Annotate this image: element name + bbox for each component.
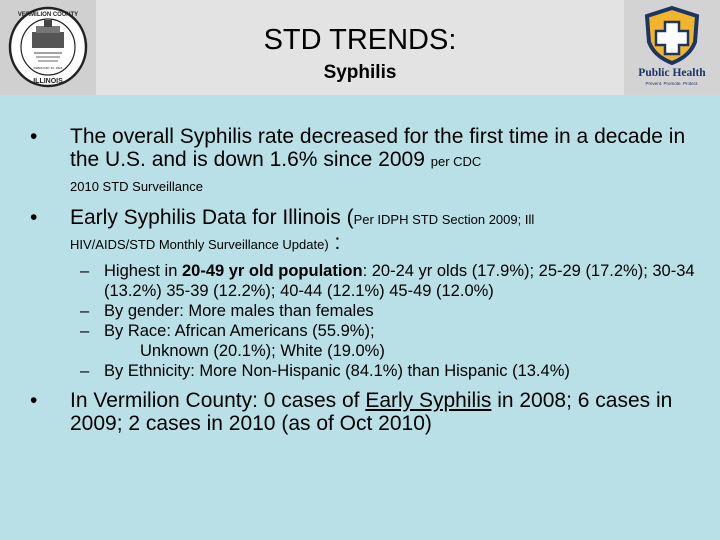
sub-bullet-text-rest: : 20-24 yr olds (17.9%); 25-29 (17.2%); … (104, 262, 695, 300)
sub-bullet-text: By Ethnicity: More Non-Hispanic (84.1%) … (104, 362, 570, 380)
sub-bullet-text: By Race: African Americans (55.9%); (104, 322, 375, 340)
sub-bullet-marker: – (80, 322, 90, 340)
sub-bullet-gender: – By gender: More males than females (70, 301, 700, 321)
sub-bullet-text: Highest in (104, 262, 182, 280)
bullet-source-line2: 2010 STD Surveillance (70, 179, 203, 194)
bullet-source: Per IDPH STD Section 2009; Ill (353, 212, 535, 227)
sub-bullet-marker: – (80, 302, 90, 320)
bullet-text-rest: in 2008; 6 cases in 2009; 2 cases in 201… (70, 389, 673, 435)
bullet-us-rate: • The overall Syphilis rate decreased fo… (30, 125, 700, 198)
sub-bullet-text-line2: Unknown (20.1%); White (19.0%) (140, 342, 385, 360)
bullet-marker: • (30, 389, 38, 412)
bullet-text: In Vermilion County: 0 cases of (70, 389, 366, 412)
seal-top-text: VERMILION COUNTY (18, 12, 78, 18)
bullet-text: The overall Syphilis rate decreased for … (70, 125, 686, 171)
bullet-underlined-term: Early Syphilis (365, 389, 492, 412)
sub-bullet-list: – Highest in 20-49 yr old population: 20… (70, 261, 700, 381)
sub-bullet-ethnicity: – By Ethnicity: More Non-Hispanic (84.1%… (70, 361, 700, 381)
seal-date-text: FEBRUARY 26, 1826 (34, 66, 63, 70)
bullet-text: Early Syphilis Data for Illinois ( (70, 206, 354, 229)
sub-bullet-text: By gender: More males than females (104, 302, 374, 320)
public-health-name: Public Health (638, 67, 706, 79)
sub-bullet-emphasis: 20-49 yr old population (181, 262, 363, 280)
bullet-source: per CDC (430, 154, 482, 169)
bullet-marker: • (30, 125, 38, 148)
bullet-colon: : (328, 231, 341, 254)
bullet-marker: • (30, 206, 38, 229)
sub-bullet-race: – By Race: African Americans (55.9%); Un… (70, 321, 700, 361)
seal-bottom-text: ILLINOIS (33, 78, 63, 85)
public-health-logo: Public Health Prevent. Promote. Protect. (624, 0, 720, 95)
slide-title: STD TRENDS: (263, 24, 457, 56)
bullet-vermilion: • In Vermilion County: 0 cases of Early … (30, 389, 700, 435)
public-health-tagline: Prevent. Promote. Protect. (645, 81, 698, 86)
slide-subtitle: Syphilis (323, 62, 397, 83)
sub-bullet-marker: – (80, 262, 90, 280)
sub-bullet-age: – Highest in 20-49 yr old population: 20… (70, 261, 700, 301)
bullet-source-line2: HIV/AIDS/STD Monthly Surveillance Update… (70, 237, 329, 252)
bullet-illinois: • Early Syphilis Data for Illinois (Per … (30, 206, 700, 381)
vermilion-county-seal: VERMILION COUNTY ILLINOIS FEBRUARY 26, 1… (0, 0, 96, 95)
public-health-icon: Public Health Prevent. Promote. Protect. (638, 5, 706, 86)
county-seal-icon: VERMILION COUNTY ILLINOIS FEBRUARY 26, 1… (8, 6, 88, 88)
header: VERMILION COUNTY ILLINOIS FEBRUARY 26, 1… (0, 0, 720, 95)
slide-body: • The overall Syphilis rate decreased fo… (30, 125, 700, 443)
sub-bullet-marker: – (80, 362, 90, 380)
